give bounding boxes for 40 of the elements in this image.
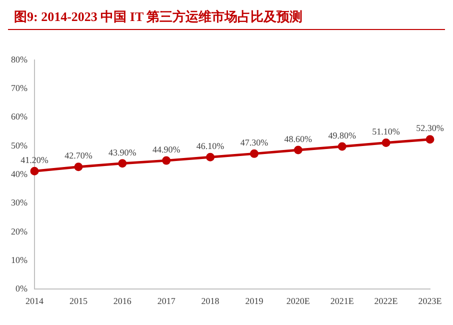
y-tick-label: 50% <box>10 140 28 150</box>
data-label: 44.90% <box>152 144 181 154</box>
chart-title: 图9: 2014-2023 中国 IT 第三方运维市场占比及预测 <box>8 8 445 30</box>
point <box>74 162 83 172</box>
point <box>118 159 127 168</box>
data-label: 41.20% <box>20 155 49 166</box>
point <box>382 138 390 148</box>
point <box>250 149 258 158</box>
y-tick-label: 40% <box>10 168 28 179</box>
x-tick-label: 2019 <box>245 296 264 306</box>
x-tick-label: 2023E <box>418 296 442 306</box>
data-label: 42.70% <box>64 150 93 161</box>
x-tick-label: 2021E <box>330 296 354 306</box>
data-label: 43.90% <box>108 147 137 158</box>
data-label: 48.60% <box>284 134 313 144</box>
y-tick-label: 70% <box>10 83 28 94</box>
point <box>30 166 39 176</box>
x-tick-label: 2014 <box>25 296 44 306</box>
x-tick-label: 2022E <box>374 296 398 306</box>
x-tick-label: 2017 <box>157 296 176 306</box>
data-label: 46.10% <box>196 140 225 151</box>
data-label: 49.80% <box>328 130 356 140</box>
x-tick-label: 2018 <box>201 296 220 306</box>
point <box>206 152 215 162</box>
point <box>426 135 434 144</box>
data-label: 52.30% <box>416 123 444 134</box>
y-tick-label: 30% <box>10 198 28 208</box>
point <box>294 146 302 154</box>
x-tick-label: 2020E <box>286 296 310 306</box>
x-tick-label: 2016 <box>113 296 132 306</box>
y-tick-label: 60% <box>10 112 28 122</box>
point <box>162 156 171 165</box>
point <box>338 142 346 151</box>
data-label: 47.30% <box>240 138 269 148</box>
data-label: 51.10% <box>372 126 400 137</box>
x-tick-label: 2015 <box>69 296 88 306</box>
y-tick-label: 0% <box>15 284 28 294</box>
y-tick-label: 80% <box>10 54 28 64</box>
y-tick-label: 10% <box>10 254 28 265</box>
y-tick-label: 20% <box>10 226 28 236</box>
